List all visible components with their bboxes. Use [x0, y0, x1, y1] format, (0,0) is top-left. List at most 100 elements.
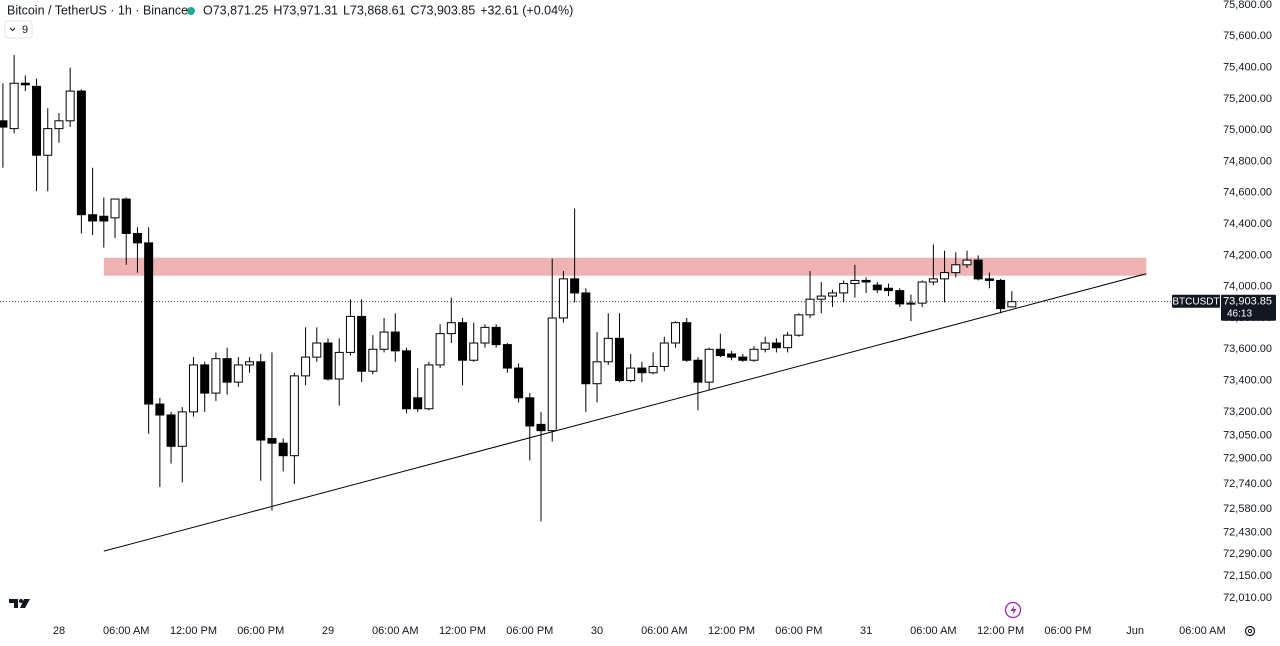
logo-part	[20, 599, 30, 608]
candle-body	[144, 242, 154, 405]
candle	[626, 353, 636, 383]
candle	[861, 277, 871, 293]
candle-body	[603, 337, 613, 363]
indicator-toggle[interactable]	[4, 20, 33, 39]
y-tick-label: 74,600.00	[1223, 187, 1272, 199]
candle	[446, 297, 456, 344]
candle	[267, 352, 277, 511]
candle-body	[155, 403, 165, 416]
y-tick-label: 74,200.00	[1223, 249, 1272, 261]
candle	[401, 347, 411, 414]
candle-body	[435, 333, 445, 366]
candle-body	[413, 397, 423, 410]
candle-body	[693, 359, 703, 383]
y-tick-label: 75,600.00	[1223, 30, 1272, 42]
candle	[760, 336, 770, 353]
x-tick-label: 28	[53, 625, 65, 637]
candle-body	[884, 287, 894, 292]
candle-body	[861, 279, 871, 283]
candle	[827, 289, 837, 308]
candle	[323, 338, 333, 381]
candle	[547, 258, 557, 442]
symbol-tag	[1172, 294, 1220, 308]
candle-body	[973, 259, 983, 280]
y-tick-label: 72,900.00	[1223, 453, 1272, 465]
lightning-icon[interactable]	[1004, 601, 1022, 619]
candle-body	[368, 348, 378, 372]
candle-body	[727, 353, 737, 358]
candle-body	[525, 397, 535, 427]
plot-area	[0, 55, 1220, 552]
candle-body	[984, 278, 994, 281]
candle-body	[648, 365, 658, 374]
candle	[671, 321, 681, 348]
candle	[301, 327, 311, 386]
candle	[233, 357, 243, 387]
candle-body	[570, 278, 580, 294]
ohlc-value: C73,903.85	[411, 3, 476, 17]
chart-title: Bitcoin / TetherUS · 1h · Binance	[7, 3, 188, 17]
candle-body	[301, 356, 311, 377]
x-tick-label: 29	[322, 625, 334, 637]
candle	[121, 197, 131, 265]
candle-body	[76, 90, 86, 216]
x-tick-label: 06:00 PM	[506, 625, 553, 637]
candle	[637, 361, 647, 383]
candle-body	[424, 364, 434, 410]
candle	[200, 361, 210, 412]
candle	[996, 278, 1006, 314]
candle-body	[951, 264, 961, 274]
candle-body	[9, 82, 19, 130]
icon-gear	[1244, 625, 1256, 637]
candle-body	[54, 120, 64, 130]
y-tick-label: 72,580.00	[1223, 503, 1272, 515]
candle	[917, 280, 927, 308]
settings-icon[interactable]	[1244, 625, 1256, 637]
x-tick-label: 06:00 AM	[103, 625, 149, 637]
candle-body	[32, 85, 42, 156]
candle	[592, 332, 602, 403]
icon-gear-center	[1247, 628, 1253, 634]
candle-body	[715, 348, 725, 357]
candle	[9, 55, 19, 134]
candle	[704, 347, 714, 390]
candle	[43, 108, 53, 192]
price-tag	[1221, 294, 1276, 321]
candle-body	[312, 342, 322, 358]
candle-body	[839, 283, 849, 294]
x-tick-label: 06:00 AM	[641, 625, 687, 637]
candle	[256, 353, 266, 481]
y-tick-label: 75,000.00	[1223, 124, 1272, 136]
candle-body	[592, 361, 602, 385]
x-tick-label: 12:00 PM	[977, 625, 1024, 637]
candle-body	[345, 315, 355, 353]
candle	[368, 335, 378, 375]
candle	[88, 167, 98, 236]
candle-body	[502, 344, 512, 369]
candle-body	[188, 364, 198, 413]
candle	[99, 197, 109, 248]
candle	[65, 67, 75, 128]
candle	[379, 317, 389, 353]
indicator-count: 9	[22, 24, 28, 36]
x-tick-label: 06:00 PM	[775, 625, 822, 637]
candle	[928, 244, 938, 286]
candle-body	[379, 331, 389, 350]
y-tick-label: 75,800.00	[1223, 0, 1272, 11]
icon-ring	[1004, 601, 1022, 619]
trendline	[103, 273, 1147, 552]
candle-body	[334, 351, 344, 380]
candle-body	[390, 331, 400, 352]
candle-body	[749, 348, 759, 361]
candle-body	[480, 326, 490, 344]
candle-body	[289, 375, 299, 457]
candle	[278, 438, 288, 472]
candle-body	[323, 342, 333, 380]
x-tick-label: 12:00 PM	[439, 625, 486, 637]
ohlc-value: O73,871.25	[203, 3, 268, 17]
candle-body	[245, 361, 255, 366]
candle	[895, 288, 905, 308]
candle	[816, 281, 826, 314]
candle-body	[917, 281, 927, 304]
